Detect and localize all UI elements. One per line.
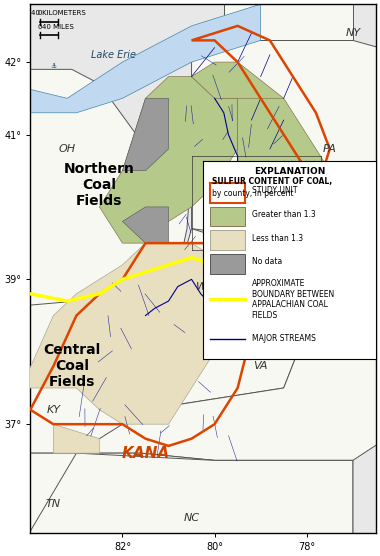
Text: KY: KY xyxy=(46,405,60,415)
Text: NC: NC xyxy=(184,513,200,523)
Polygon shape xyxy=(192,62,284,149)
Text: 0: 0 xyxy=(37,23,42,29)
Text: VA: VA xyxy=(253,361,268,371)
Text: No data: No data xyxy=(252,257,282,266)
Polygon shape xyxy=(21,243,237,424)
FancyBboxPatch shape xyxy=(210,254,245,274)
Text: Greater than 1.3: Greater than 1.3 xyxy=(252,210,315,219)
FancyBboxPatch shape xyxy=(210,230,245,250)
Text: NY: NY xyxy=(345,28,360,38)
Text: ALMN: ALMN xyxy=(268,185,318,200)
Text: 40 KILOMETERS: 40 KILOMETERS xyxy=(30,11,86,17)
Text: Lake Erie: Lake Erie xyxy=(91,50,136,60)
Text: STUDY UNIT: STUDY UNIT xyxy=(252,186,297,195)
Text: 40 MILES: 40 MILES xyxy=(42,23,74,29)
Text: 0: 0 xyxy=(37,11,42,17)
Polygon shape xyxy=(238,98,330,207)
Text: WV: WV xyxy=(196,281,215,291)
Polygon shape xyxy=(122,98,168,171)
Polygon shape xyxy=(95,229,321,410)
Text: Less than 1.3: Less than 1.3 xyxy=(252,234,303,243)
FancyBboxPatch shape xyxy=(210,207,245,226)
Polygon shape xyxy=(7,4,261,113)
Polygon shape xyxy=(0,453,353,556)
Text: OH: OH xyxy=(59,144,76,154)
Text: PA: PA xyxy=(323,144,337,154)
Polygon shape xyxy=(76,236,380,460)
Text: by county, in percent: by county, in percent xyxy=(212,189,293,198)
Text: Central
Coal
Fields: Central Coal Fields xyxy=(43,343,100,389)
Text: EXPLANATION: EXPLANATION xyxy=(254,167,325,176)
Text: SULFUR CONTENT OF COAL,: SULFUR CONTENT OF COAL, xyxy=(212,177,332,186)
Polygon shape xyxy=(224,0,353,41)
Polygon shape xyxy=(53,424,100,453)
Polygon shape xyxy=(330,229,380,323)
Text: Northern
Coal
Fields: Northern Coal Fields xyxy=(64,162,135,208)
Polygon shape xyxy=(122,207,168,243)
Text: ⚓: ⚓ xyxy=(50,63,57,69)
Polygon shape xyxy=(16,453,353,556)
Text: TN: TN xyxy=(46,499,61,509)
Text: KANA: KANA xyxy=(122,446,169,461)
Polygon shape xyxy=(0,70,192,352)
FancyBboxPatch shape xyxy=(210,183,245,203)
Text: APPROXIMATE
BOUNDARY BETWEEN
APPALACHIAN COAL
FIELDS: APPROXIMATE BOUNDARY BETWEEN APPALACHIAN… xyxy=(252,279,334,320)
Text: MAJOR STREAMS: MAJOR STREAMS xyxy=(252,334,315,344)
Polygon shape xyxy=(192,41,380,243)
Polygon shape xyxy=(100,77,238,243)
Text: MD: MD xyxy=(344,238,362,248)
Polygon shape xyxy=(0,301,146,453)
